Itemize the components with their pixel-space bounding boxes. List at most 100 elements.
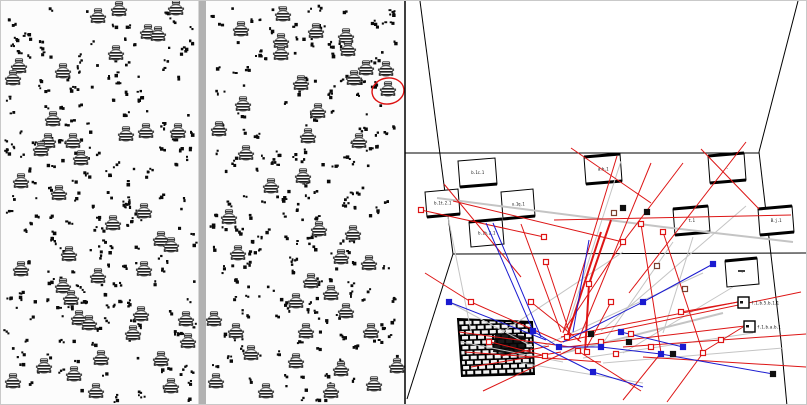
speck (99, 257, 102, 260)
speck (96, 329, 99, 332)
speck (327, 93, 331, 96)
speck (111, 98, 115, 101)
speck (281, 198, 285, 202)
speck (321, 163, 325, 167)
speck (5, 150, 8, 154)
speck (64, 123, 68, 127)
speck (187, 114, 190, 117)
speck (375, 57, 378, 60)
speck (180, 47, 184, 51)
gray-edge (662, 226, 794, 243)
blue-edge (660, 353, 774, 375)
speck (340, 79, 343, 82)
speck (112, 282, 116, 286)
speck (25, 338, 29, 342)
speck (389, 334, 393, 336)
speck (58, 371, 61, 374)
speck (7, 152, 12, 156)
speck (51, 165, 54, 167)
speck (125, 267, 128, 270)
room-edge-line (780, 340, 788, 404)
speck (259, 354, 262, 357)
speck (105, 170, 108, 173)
gray-edge (562, 312, 724, 354)
speck (119, 82, 122, 85)
speck (188, 397, 192, 401)
speck (133, 44, 136, 47)
speck (161, 267, 164, 271)
speck (392, 297, 396, 301)
speck (134, 245, 138, 249)
speck (13, 45, 15, 48)
speck (247, 68, 251, 72)
speck (390, 320, 395, 325)
speck (163, 59, 166, 62)
speck (10, 210, 14, 213)
red-edge (680, 301, 739, 313)
speck (341, 336, 344, 339)
speck (296, 208, 299, 212)
speck (334, 164, 338, 168)
speck (47, 281, 52, 286)
speck (128, 203, 131, 206)
speck (349, 191, 353, 194)
speck (319, 9, 322, 12)
speck (231, 264, 235, 268)
speck (168, 310, 172, 313)
speck (190, 133, 195, 137)
speck (187, 381, 190, 384)
speck (89, 249, 92, 252)
speck (80, 103, 83, 107)
speck (304, 76, 308, 79)
marker-box (743, 320, 756, 333)
speck (42, 51, 46, 54)
speck (107, 191, 110, 194)
speck (309, 236, 312, 240)
speck (48, 7, 52, 11)
speck (37, 215, 40, 219)
speck (248, 250, 253, 253)
speck (276, 353, 279, 356)
speck (342, 240, 345, 243)
red-edge (588, 219, 612, 285)
speck (234, 296, 238, 298)
red-edge (642, 356, 806, 368)
speck (286, 307, 290, 310)
speck (305, 181, 309, 184)
speck (24, 32, 27, 35)
speck (177, 75, 181, 78)
speck (179, 52, 184, 56)
speck (17, 51, 21, 55)
speck (111, 23, 114, 26)
speck (47, 107, 50, 110)
speck (102, 229, 106, 233)
match-graph-edges (420, 141, 806, 403)
speck (99, 326, 103, 330)
speck (374, 81, 377, 84)
speck (7, 209, 11, 213)
red-node (637, 220, 645, 228)
speck (346, 196, 349, 199)
speck (86, 10, 89, 13)
wall-box-thick-bottom (459, 182, 498, 189)
speck (383, 265, 386, 267)
speck (64, 141, 68, 144)
speck (116, 81, 120, 85)
black-node (625, 338, 633, 346)
speck (300, 160, 304, 164)
speck (192, 41, 194, 44)
speck (123, 205, 126, 208)
gray-edge (622, 286, 734, 354)
speck (31, 180, 35, 184)
speck (329, 45, 333, 49)
speck (222, 267, 226, 271)
speck (166, 60, 170, 63)
wall-box-thick-top (672, 204, 709, 211)
speck (118, 299, 122, 304)
speck (105, 304, 109, 307)
speck (318, 330, 322, 334)
wall-box-thick-top (757, 204, 793, 211)
speck (352, 193, 354, 196)
speck (146, 170, 149, 174)
speck (231, 7, 234, 10)
